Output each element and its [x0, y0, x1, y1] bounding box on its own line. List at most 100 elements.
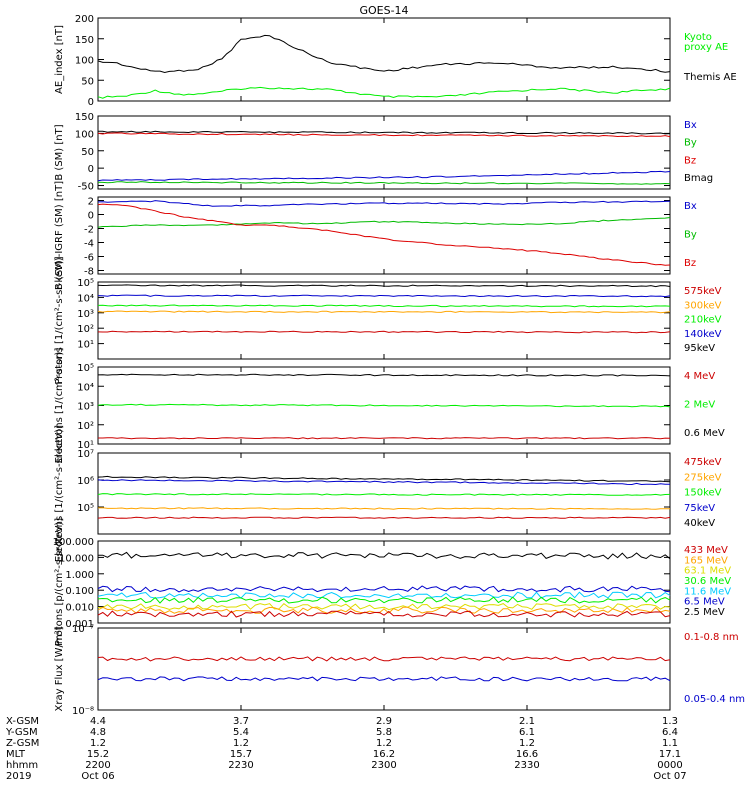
panel-frame — [97, 281, 671, 360]
series-line-275kev — [97, 507, 670, 510]
series-line-475kev — [97, 516, 671, 519]
legend-label: 75keV — [684, 503, 715, 514]
legend-label: Bx — [684, 201, 697, 212]
chart-title: GOES-14 — [359, 4, 408, 17]
ytick-label: -50 — [78, 182, 94, 193]
series-line-575kev — [97, 330, 671, 334]
ytick-label: 10⁵ — [77, 503, 94, 514]
x-row-value: 2230 — [228, 760, 253, 771]
legend-label: 575keV — [684, 286, 722, 297]
ytick-label: 10⁻⁸ — [72, 706, 94, 717]
series-line-kyoto-proxy-ae — [97, 86, 671, 99]
ytick-label: 200 — [75, 14, 94, 25]
x-row-value: 4.8 — [90, 727, 106, 738]
series-line-140kev — [97, 294, 671, 298]
ytick-label: 10⁻⁷ — [72, 624, 94, 635]
ytick-label: 100 — [75, 56, 94, 67]
x-row-label: MLT — [6, 749, 26, 760]
ytick-label: 0 — [88, 211, 94, 222]
panel-frame — [97, 17, 671, 102]
series-line-75kev — [97, 479, 670, 486]
legend-label: 165 MeV — [684, 555, 728, 566]
series-line-4-mev — [98, 437, 671, 440]
x-row-label: 2019 — [6, 771, 31, 782]
x-row-value: 1.3 — [662, 716, 678, 727]
ytick-label: -6 — [84, 253, 94, 264]
ytick-label: 10⁵ — [77, 278, 94, 289]
legend-label: Bmag — [684, 173, 713, 184]
y-axis-label: AE_index [nT] — [54, 25, 65, 94]
legend-label: 0.6 MeV — [684, 428, 725, 439]
ytick-label: 0.010 — [65, 603, 94, 614]
x-row-value: 2.1 — [519, 716, 535, 727]
legend-label: 475keV — [684, 457, 722, 468]
x-row-value: 3.7 — [233, 716, 249, 727]
panel-electrons_mev: 10¹ 10² 10³ 10⁴ 10⁵ Electrons [1/(cm²-s-sr)] 4… — [54, 348, 725, 464]
x-row-value: 6.1 — [519, 727, 535, 738]
x-row-value: 0000 — [657, 760, 682, 771]
series-line-6-5-mev — [97, 585, 671, 593]
series-line-bmag — [98, 130, 671, 135]
series-line-by — [97, 181, 671, 185]
x-row-value: 15.7 — [230, 749, 252, 760]
x-row-value: 16.6 — [516, 749, 538, 760]
x-row-value: 6.4 — [662, 727, 678, 738]
legend-label: 0.1-0.8 nm — [684, 632, 739, 643]
series-line-bz — [97, 132, 671, 138]
series-line-0-05-0-4-nm — [97, 676, 671, 682]
legend-label: 140keV — [684, 329, 722, 340]
x-row-value: 1.2 — [519, 738, 535, 749]
panel-electrons_kev: 10⁵ 10⁶ 10⁷ Electrons [1/(cm²-s-sr-keV)] 475… — [54, 425, 722, 562]
x-row-value: 4.4 — [90, 716, 106, 727]
ytick-label: 10² — [77, 421, 94, 432]
legend-label: Bz — [684, 258, 696, 269]
x-row-value: 2300 — [371, 760, 396, 771]
ytick-label: 150 — [75, 112, 94, 123]
y-axis-label: Electrons [1/(cm²-s-sr-keV)] — [54, 425, 65, 562]
series-line-40kev — [97, 475, 671, 483]
legend-label: Bz — [684, 155, 696, 166]
y-axis-label: B (SM)-IGRF (SM) [nT] — [54, 181, 65, 290]
series-line-150kev — [97, 493, 671, 496]
ytick-label: 10¹ — [77, 340, 94, 351]
panel-xray: 10⁻⁸ 10⁻⁷ Xray Flux [W/m²] 0.1-0.8 nm 0.05-0… — [54, 624, 745, 717]
panel-frame — [97, 627, 671, 711]
legend-label: 2.5 MeV — [684, 607, 725, 618]
series-line-30-6-mev — [97, 596, 671, 604]
series-line-2-5-mev — [98, 551, 671, 560]
ytick-label: 100 — [75, 129, 94, 140]
legend-label: 4 MeV — [684, 371, 715, 382]
ytick-label: 10⁴ — [77, 293, 94, 304]
x-row-value: 5.8 — [376, 727, 392, 738]
series-line-0-6-mev — [97, 373, 671, 377]
ytick-label: 2 — [88, 197, 94, 208]
panel-protons_low: 10¹ 10² 10³ 10⁴ 10⁵ Protons [1/(cm²-s-sr-keV)… — [54, 256, 722, 384]
ytick-label: 10¹ — [77, 440, 94, 451]
x-row-value: 2200 — [85, 760, 110, 771]
legend-label: 40keV — [684, 518, 715, 529]
x-row-value: 2.9 — [376, 716, 392, 727]
x-row-value: 1.2 — [90, 738, 106, 749]
panel-frame — [97, 540, 671, 624]
series-line-bx — [97, 170, 671, 182]
x-row-value: 1.2 — [376, 738, 392, 749]
ytick-label: 10³ — [77, 309, 94, 320]
ytick-label: 100.000 — [53, 537, 94, 548]
legend-label: 210keV — [684, 315, 722, 326]
ytick-label: 0 — [88, 97, 94, 108]
legend-label: 6.5 MeV — [684, 597, 725, 608]
series-line-300kev — [97, 310, 671, 314]
series-line-165-mev — [97, 606, 671, 614]
legend-label: 275keV — [684, 472, 722, 483]
y-axis-label: Xray Flux [W/m²] — [54, 626, 65, 711]
series-line-bx — [97, 200, 671, 207]
legend-label: 150keV — [684, 488, 722, 499]
series-line-themis-ae — [97, 34, 671, 74]
ytick-label: 10⁵ — [77, 363, 94, 374]
ytick-label: 10⁴ — [77, 382, 94, 393]
y-axis-label: Protons [1/(cm²-s-sr-keV)] — [54, 256, 65, 384]
series-line-63-1-mev — [97, 603, 671, 611]
legend-label: 63.1 MeV — [684, 566, 731, 577]
y-axis-label: Electrons [1/(cm²-s-sr)] — [54, 348, 65, 464]
